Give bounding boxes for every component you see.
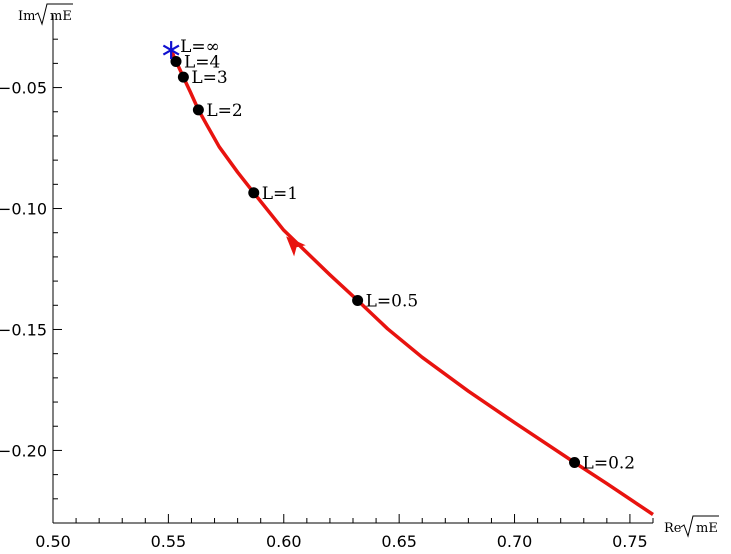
x-tick-label: 0.75 [612,532,648,551]
asterisk-stroke [162,44,180,56]
y-tick-label: −0.15 [0,320,47,339]
trajectory-curve [169,49,654,516]
limit-point-label: L=∞ [180,37,220,57]
x-tick-label: 0.65 [381,532,417,551]
data-point-label: L=4 [184,52,220,72]
data-point [352,294,364,306]
y-axis-label-prefix: Im [18,9,35,24]
limit-asterisk-icon [162,41,180,60]
points-layer [162,41,581,469]
y-axis-label-radicand: mE [50,9,72,24]
curve-layer [169,49,654,516]
y-tick-label: −0.10 [0,200,47,219]
x-axis-label: Re mE [664,515,719,538]
data-point [248,187,260,199]
data-point [569,457,581,469]
x-tick-label: 0.70 [497,532,533,551]
x-tick-label: 0.60 [266,532,302,551]
data-point [170,55,182,67]
y-axis-label-radical-sign [34,3,73,26]
data-point [192,104,204,116]
data-point-label: L=0.5 [366,291,419,311]
axes-frame: 0.50 0.55 0.60 0.65 0.70 0.75 −0.05 −0.10 −0.15 −… [0,15,654,551]
y-tick-label: −0.20 [0,441,47,460]
data-point [177,71,189,83]
y-axis-label: Im mE [18,3,73,26]
x-tick-label: 0.50 [35,532,71,551]
data-point-label: L=1 [262,184,298,204]
y-tick-label: −0.05 [0,79,47,98]
direction-arrow [286,236,306,257]
data-point-label: L=2 [206,101,242,121]
data-point-label: L=0.2 [583,454,636,474]
x-axis-label-radical-sign [680,515,719,538]
x-tick-label: 0.55 [151,532,187,551]
x-axis-label-radicand: mE [696,521,718,536]
x-axis-label-prefix: Re [664,521,682,536]
data-point-label: L=3 [191,68,227,88]
